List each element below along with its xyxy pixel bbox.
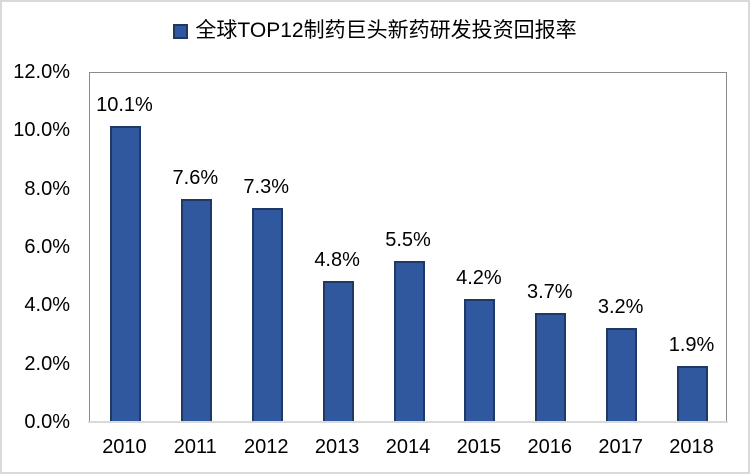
x-axis-tick-label: 2011 — [173, 436, 217, 458]
data-label-2016: 3.7% — [526, 281, 573, 304]
x-axis-tick-label: 2012 — [243, 436, 289, 458]
x-axis-tick-label: 2017 — [598, 436, 643, 458]
bar-2012 — [251, 208, 283, 421]
y-axis-tick-label: 4.0% — [24, 294, 70, 317]
bar-2013 — [322, 281, 354, 421]
data-label-2012: 7.3% — [243, 176, 290, 199]
data-label-2010: 10.1% — [96, 94, 153, 117]
bar-2010 — [109, 126, 141, 421]
x-axis-tick-label: 2015 — [456, 436, 502, 458]
data-label-2011: 7.6% — [172, 167, 219, 190]
y-axis-tick-label: 0.0% — [24, 411, 70, 433]
y-axis-tick-label: 2.0% — [24, 352, 70, 375]
x-axis-line — [88, 421, 728, 423]
data-label-2017: 3.2% — [597, 295, 644, 318]
data-label-2014: 5.5% — [385, 228, 431, 251]
chart-legend: 全球TOP12制药巨头新药研发投资回报率 — [2, 18, 748, 44]
data-label-2013: 4.8% — [314, 249, 360, 271]
y-axis-tick-label: 12.0% — [13, 61, 70, 83]
bar-2011 — [180, 199, 212, 421]
plot-area — [89, 72, 727, 422]
x-axis-tick-label: 2014 — [385, 436, 431, 458]
legend-swatch-icon — [173, 23, 189, 39]
bar-2017 — [606, 327, 638, 421]
bar-2014 — [393, 260, 425, 421]
x-axis-tick-label: 2010 — [102, 436, 147, 458]
bar-2015 — [464, 298, 496, 421]
data-label-2018: 1.9% — [668, 333, 715, 356]
bar-2016 — [535, 313, 567, 421]
x-axis-tick-label: 2013 — [314, 436, 360, 458]
chart-title: 全球TOP12制药巨头新药研发投资回报率 — [195, 19, 577, 42]
x-axis-tick-label: 2016 — [527, 436, 573, 458]
data-label-2015: 4.2% — [456, 266, 502, 289]
x-axis-tick-label: 2018 — [669, 436, 714, 458]
y-axis-tick-label: 10.0% — [13, 119, 70, 142]
y-axis-tick-label: 8.0% — [24, 177, 70, 200]
bar-2018 — [677, 365, 709, 421]
y-axis-tick-label: 6.0% — [24, 236, 70, 258]
